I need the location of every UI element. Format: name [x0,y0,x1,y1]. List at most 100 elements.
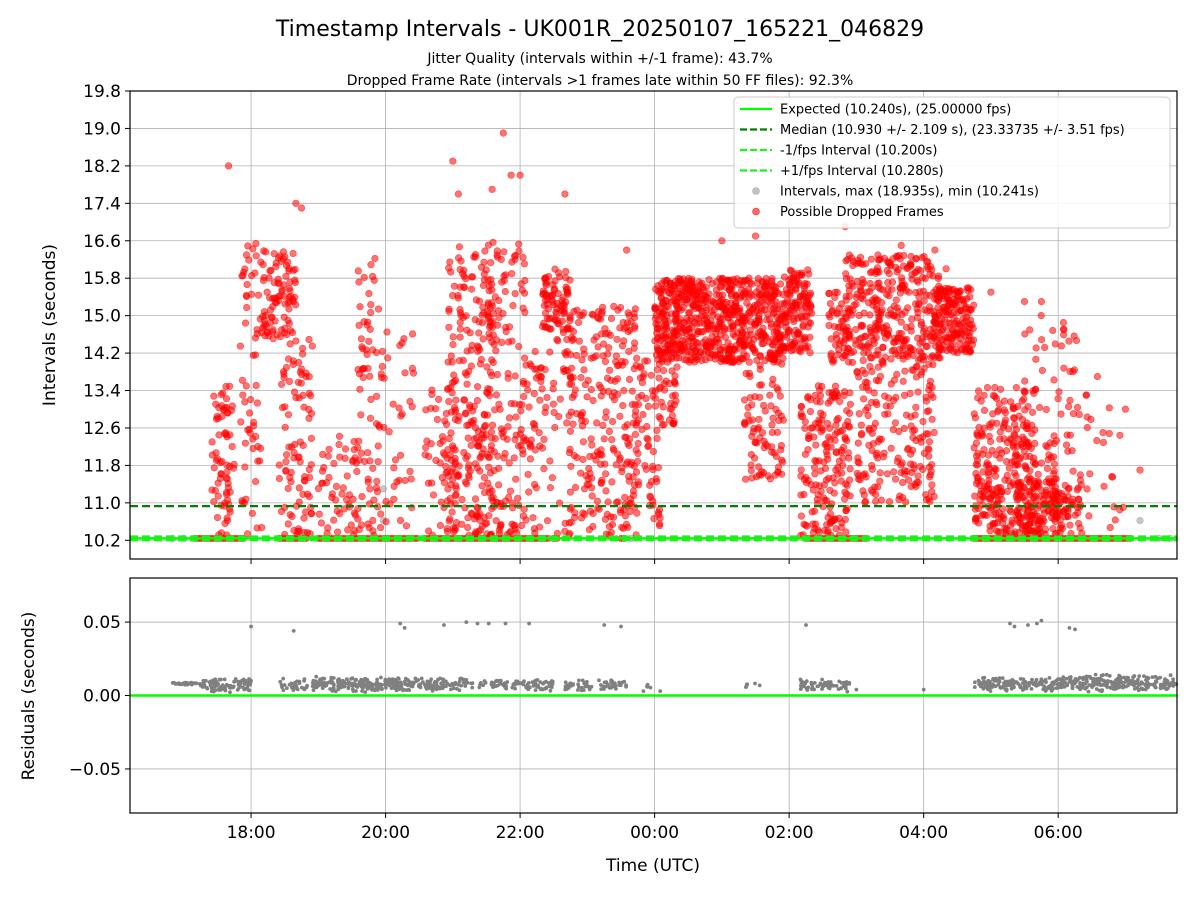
dropped-frame-point [855,472,863,480]
dropped-frame-point [692,291,700,299]
dropped-frame-point [716,350,725,358]
dropped-frame-point [214,492,222,500]
dropped-frame-point [654,321,662,329]
dropped-frame-point [572,351,581,360]
dropped-frame-point [588,492,596,500]
dropped-frame-point [560,310,568,318]
residual-point [1143,687,1148,692]
residual-point [482,679,487,683]
dropped-frame-point [354,267,362,275]
dropped-frame-point [718,237,726,245]
dropped-frame-point [369,516,377,525]
residual-point [246,688,251,693]
dropped-frame-point [846,465,854,473]
dropped-frame-point [942,265,950,273]
dropped-frame-point [282,467,290,475]
residual-point [297,681,302,685]
dropped-frame-point [275,461,283,469]
dropped-frame-point [605,427,614,436]
dropped-frame-point [701,316,709,324]
dropped-frame-point [1026,488,1034,496]
dropped-frame-point [259,261,267,269]
dropped-frame-point [503,435,511,443]
dropped-frame-point [747,451,756,459]
dropped-frame-point [660,349,669,357]
dropped-frame-point [622,433,630,442]
dropped-frame-point [897,241,905,249]
dropped-frame-point [468,285,476,293]
dropped-frame-point [682,356,691,364]
dropped-frame-point [747,466,755,475]
dropped-frame-point [474,347,482,355]
dropped-frame-point [632,468,641,476]
dropped-frame-point [587,484,596,492]
dropped-frame-point [520,392,528,401]
dropped-frame-point [1062,441,1071,449]
dropped-frame-point [208,438,216,446]
dropped-frame-point [887,355,895,363]
dropped-frame-point [680,343,689,351]
dropped-frame-point [1066,521,1074,529]
dropped-frame-point [629,491,638,500]
dropped-frame-point [492,517,500,525]
legend-entry-label: Intervals, max (18.935s), min (10.241s) [780,185,1039,200]
dropped-frame-point [831,479,839,487]
residual-point [248,681,253,685]
dropped-frame-point [967,286,975,294]
dropped-frame-point [957,306,965,315]
dropped-frame-point [565,449,574,457]
dropped-frame-point [448,508,456,516]
dropped-frame-point [485,313,493,321]
dropped-frame-point [679,304,687,312]
dropped-frame-point [1022,422,1031,430]
dropped-frame-point [270,250,278,258]
residual-point [546,681,551,685]
dropped-frame-point [451,415,459,424]
dropped-frame-point [748,305,757,313]
dropped-frame-point [228,442,236,451]
dropped-frame-point [1055,388,1063,396]
residual-point [1034,682,1039,686]
dropped-frame-point [477,434,486,443]
residual-point [325,681,330,685]
dropped-frame-point [274,279,282,287]
dropped-frame-point [671,290,679,298]
dropped-frame-point [1047,453,1055,462]
dropped-frame-point [1031,460,1039,469]
dropped-frame-point [826,300,835,308]
dropped-frame-point [790,270,798,278]
dropped-frame-point [891,475,900,483]
dropped-frame-point [851,336,859,344]
dropped-frame-point [272,263,280,271]
dropped-frame-point [815,457,823,465]
dropped-frame-point [874,377,883,385]
dropped-frame-point [654,345,662,353]
residual-point [312,680,317,685]
dropped-frame-point [857,421,865,429]
residual-point [527,686,532,690]
dropped-frame-point [597,460,605,468]
residual-point [571,682,575,687]
dropped-frame-point [769,414,777,422]
dropped-frame-point [1070,332,1078,340]
dropped-frame-point [928,266,936,274]
residual-point [1043,689,1048,693]
dropped-frame-point [1064,403,1073,411]
dropped-frame-point [737,332,746,340]
residual-point [425,679,430,684]
dropped-frame-point [262,248,270,256]
dropped-frame-point [579,438,588,446]
intervals-y-tick-label: 15.0 [83,307,121,327]
dropped-frame-point [246,409,254,417]
dropped-frame-point [520,354,529,362]
dropped-frame-point [793,330,802,339]
dropped-frame-point [944,335,952,343]
dropped-frame-point [822,439,830,448]
dropped-frame-point [449,379,457,387]
dropped-frame-point [1051,340,1059,348]
residual-point [444,684,448,689]
dropped-frame-point [389,400,397,408]
dropped-frame-point [376,523,385,532]
dropped-frame-point [436,521,445,530]
